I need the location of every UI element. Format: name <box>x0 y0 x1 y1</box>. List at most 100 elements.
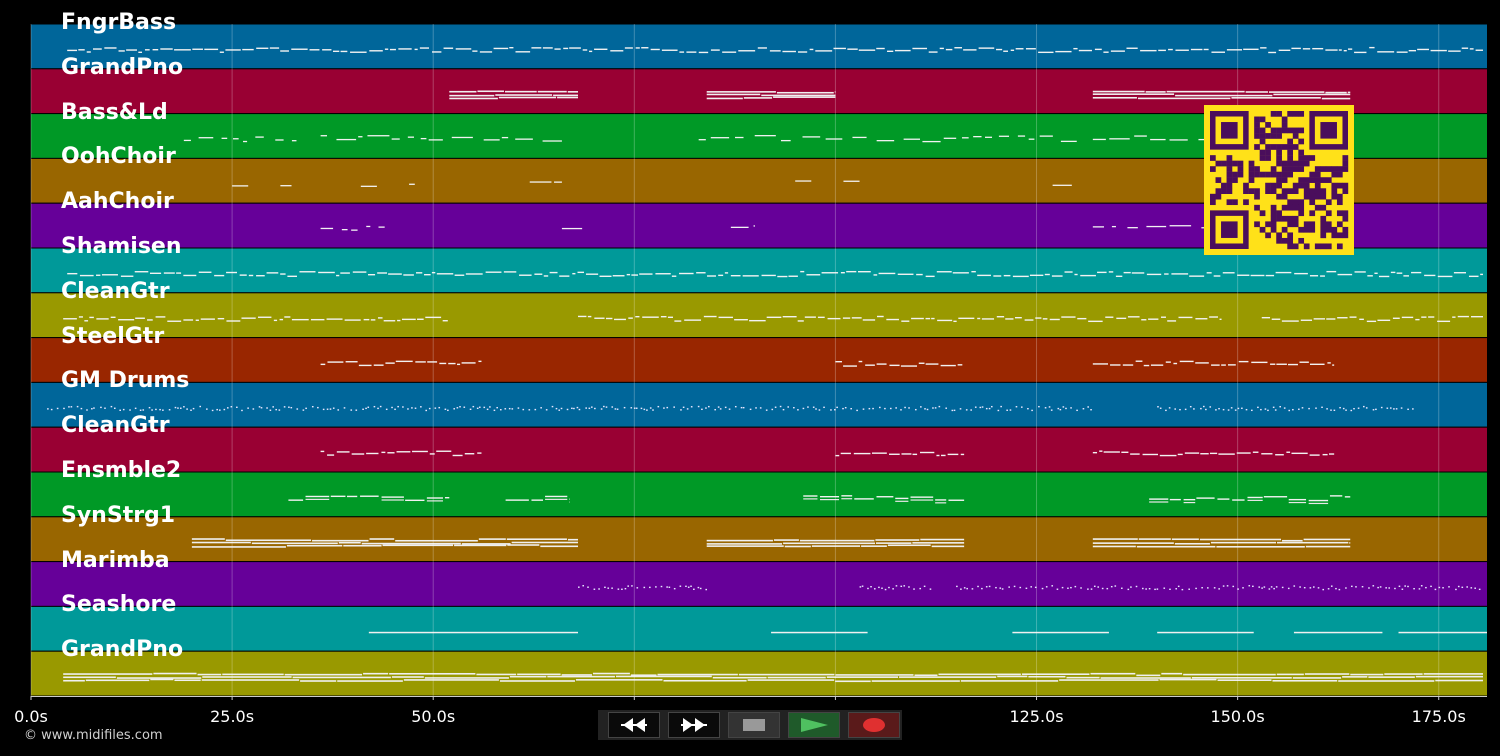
tick-mark <box>30 696 32 700</box>
note <box>1020 406 1023 408</box>
note <box>1136 545 1216 548</box>
note <box>225 49 241 51</box>
note <box>936 271 952 273</box>
track-separator <box>31 381 1487 383</box>
note <box>1090 409 1092 411</box>
note <box>604 586 606 589</box>
note <box>1222 408 1225 411</box>
note <box>1168 48 1173 51</box>
note <box>895 500 909 502</box>
note <box>549 271 558 274</box>
note <box>1175 49 1189 51</box>
piano-roll-plot <box>30 24 1487 700</box>
note <box>901 453 912 455</box>
fast-forward-icon <box>681 718 707 732</box>
note <box>148 406 151 409</box>
note <box>1135 360 1143 362</box>
note <box>870 586 872 588</box>
note <box>1055 50 1072 53</box>
record-button[interactable] <box>848 712 900 738</box>
note <box>1327 362 1331 364</box>
note <box>1030 586 1033 588</box>
fast-forward-button[interactable] <box>668 712 720 738</box>
note <box>1189 275 1205 277</box>
note <box>444 408 447 410</box>
note <box>1015 48 1024 50</box>
note <box>340 272 350 274</box>
note <box>1232 585 1235 588</box>
note <box>1012 275 1029 278</box>
track-notes <box>63 315 1483 323</box>
note <box>937 319 953 322</box>
note <box>932 407 934 409</box>
note <box>152 48 159 51</box>
note <box>1437 275 1453 278</box>
note <box>1377 586 1379 589</box>
note <box>275 139 284 141</box>
note <box>1291 47 1301 50</box>
note <box>1248 585 1251 587</box>
track-label: Seashore <box>61 592 177 618</box>
note <box>1092 545 1136 548</box>
note <box>478 406 481 408</box>
note <box>698 51 709 54</box>
note <box>1209 452 1218 455</box>
note <box>255 136 264 138</box>
note <box>1005 318 1014 320</box>
note <box>1044 407 1047 409</box>
note <box>1272 406 1275 409</box>
stop-button[interactable] <box>728 712 780 738</box>
note <box>1333 409 1336 412</box>
note <box>1288 498 1307 501</box>
note <box>1201 227 1207 229</box>
note <box>424 677 509 679</box>
note <box>1056 588 1059 590</box>
note <box>1388 587 1391 589</box>
note <box>464 453 475 455</box>
note <box>398 48 412 50</box>
note <box>370 319 376 321</box>
note <box>635 47 640 49</box>
note <box>1261 453 1273 455</box>
play-button[interactable] <box>788 712 840 738</box>
note <box>358 364 372 367</box>
note <box>582 585 585 587</box>
note <box>774 406 777 408</box>
note <box>912 453 918 456</box>
note <box>797 51 808 53</box>
note <box>63 407 65 410</box>
note <box>815 408 817 410</box>
note <box>202 676 292 678</box>
note <box>1338 680 1435 682</box>
note <box>640 407 643 410</box>
note <box>705 588 708 591</box>
note <box>1404 585 1406 587</box>
note <box>749 408 752 411</box>
note <box>888 586 890 589</box>
note <box>1216 545 1305 548</box>
note <box>679 51 685 53</box>
note <box>362 408 364 410</box>
note <box>1003 50 1009 52</box>
note <box>1357 407 1360 409</box>
note <box>363 672 389 675</box>
note <box>1395 408 1398 410</box>
track-separator <box>31 426 1487 428</box>
tick-mark <box>1237 696 1239 700</box>
note <box>1150 138 1166 141</box>
note <box>858 49 876 51</box>
track-notes <box>578 585 1481 591</box>
note <box>222 673 284 676</box>
note <box>943 137 957 139</box>
note <box>373 364 384 366</box>
note <box>378 226 385 228</box>
rewind-button[interactable] <box>608 712 660 738</box>
note <box>183 319 194 321</box>
note <box>174 679 201 682</box>
note <box>155 408 157 411</box>
note <box>820 498 840 501</box>
note <box>1407 585 1409 588</box>
note <box>679 585 682 587</box>
note <box>841 498 853 500</box>
track-separator <box>31 650 1487 652</box>
